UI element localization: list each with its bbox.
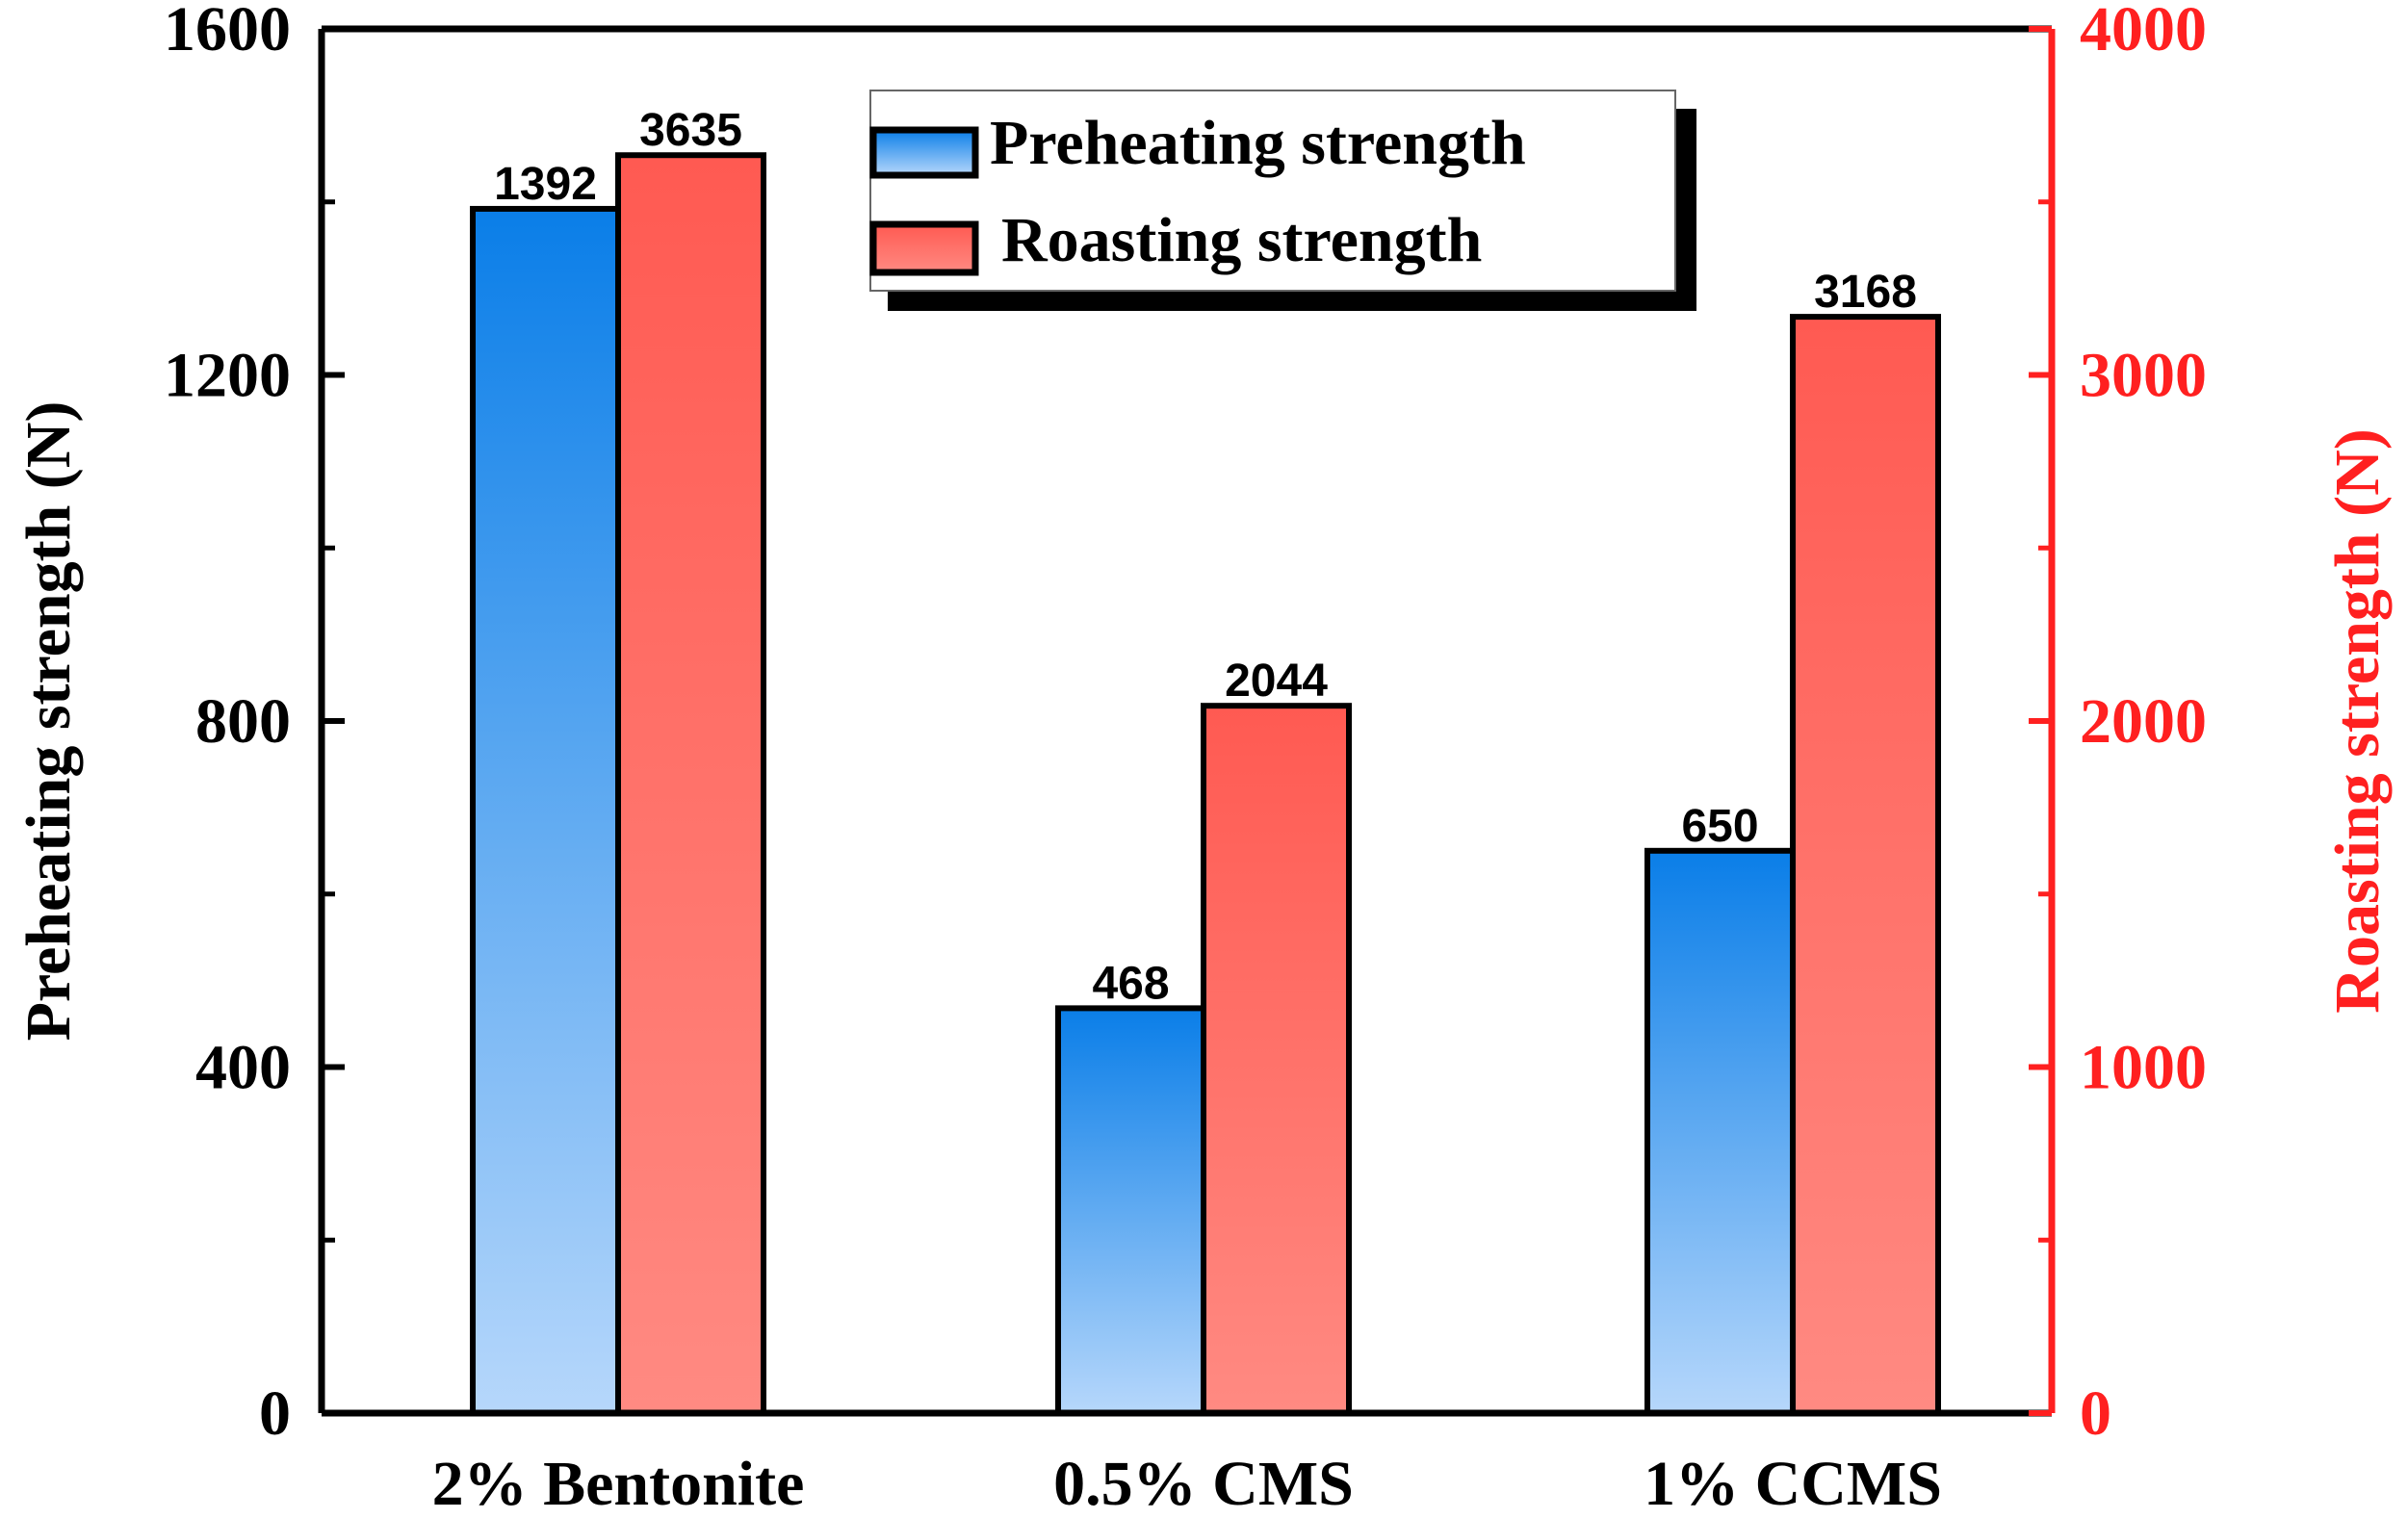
y-axis-title-right: Roasting strength (N): [2322, 428, 2393, 1013]
y-tick-label-right: 2000: [2080, 686, 2207, 757]
bar-roasting-2: [1201, 703, 1352, 1416]
data-label-roasting-1: 3635: [639, 105, 742, 156]
bar-preheating-1: [470, 205, 621, 1417]
y-tick-label-left: 1200: [164, 341, 291, 411]
y-tick-label-left: 0: [259, 1378, 291, 1449]
y-tick-label-right: 1000: [2080, 1033, 2207, 1103]
bar-preheating-3: [1644, 847, 1796, 1416]
x-tick-label-3: 1% CCMS: [1644, 1449, 1942, 1514]
y-tick-label-left: 400: [195, 1033, 291, 1103]
bar-roasting-1: [615, 152, 766, 1416]
data-labels-layer: 1392 3635 468 2044 650 3168: [494, 105, 1917, 1009]
bar-preheating-2: [1055, 1005, 1206, 1416]
data-label-preheating-2: 468: [1092, 958, 1169, 1009]
legend-swatch-preheating: [869, 126, 979, 179]
data-label-roasting-3: 3168: [1814, 267, 1917, 318]
y-axis-title: Preheating strength (N): [13, 401, 84, 1042]
y-tick-label-left: 1600: [164, 0, 291, 64]
legend-swatch-roasting: [869, 220, 979, 276]
legend-label-preheating: Preheating strength: [990, 108, 1526, 178]
y-tick-label-right: 3000: [2080, 341, 2207, 411]
data-label-preheating-3: 650: [1681, 801, 1758, 852]
ticks-layer: 2% Bentonite 0.5% CMS 1% CCMS 0 400 800 1200 16…: [164, 0, 2207, 1519]
y-tick-label-right: 0: [2080, 1378, 2111, 1449]
legend-label-roasting: Roasting strength: [1001, 205, 1482, 275]
legend: Preheating strength Roasting strength: [869, 90, 1696, 311]
x-tick-label-2: 0.5% CMS: [1053, 1449, 1354, 1514]
x-tick-label-1: 2% Bentonite: [432, 1449, 805, 1514]
y-tick-label-right: 4000: [2080, 0, 2207, 64]
bar-roasting-3: [1790, 314, 1941, 1416]
bars-layer: [470, 152, 1941, 1417]
y-tick-label-left: 800: [195, 686, 291, 757]
legend-box: [869, 90, 1676, 292]
data-label-preheating-1: 1392: [494, 159, 597, 210]
data-label-roasting-2: 2044: [1225, 656, 1328, 707]
